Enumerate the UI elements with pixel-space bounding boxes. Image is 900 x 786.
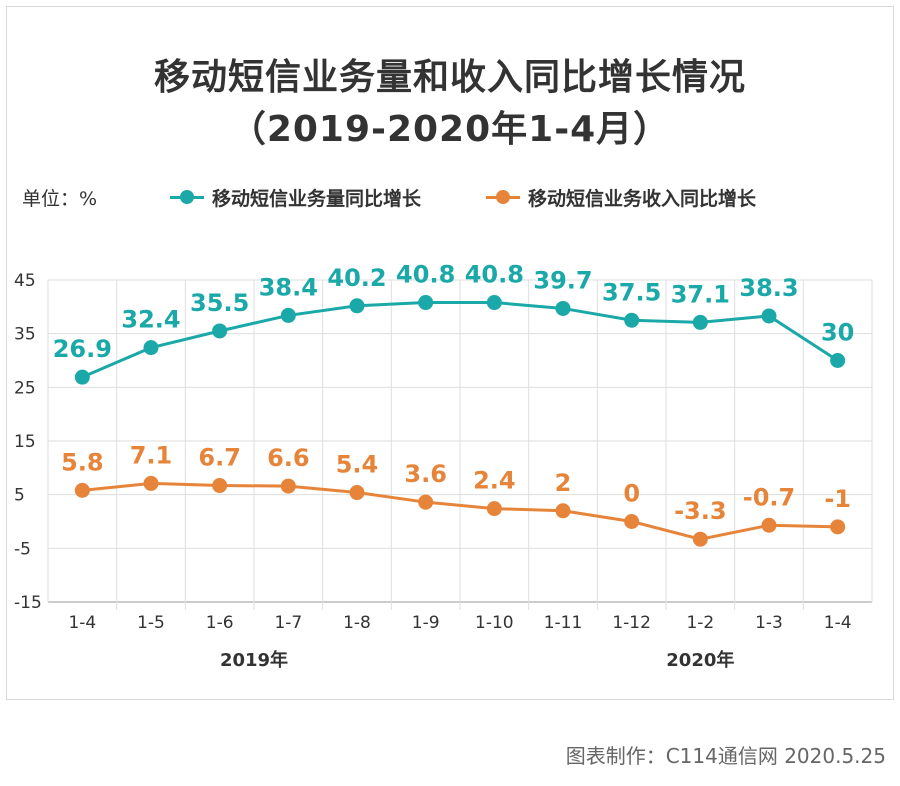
data-point: [486, 295, 502, 311]
y-tick-label: 45: [14, 271, 36, 291]
data-label: 37.1: [671, 280, 730, 308]
data-label: 2.4: [473, 467, 516, 495]
data-point: [280, 478, 296, 494]
x-tick-label: 1-12: [612, 613, 651, 633]
x-tick-label: 1-2: [686, 613, 714, 633]
series-line-2: [82, 481, 838, 541]
data-point: [555, 300, 571, 316]
y-tick-label: 15: [14, 432, 36, 452]
data-label: -1: [824, 485, 851, 513]
data-point: [74, 482, 90, 498]
data-point: [74, 369, 90, 385]
chart-title: 移动短信业务量和收入同比增长情况: [153, 57, 746, 98]
y-tick-label: -5: [14, 539, 31, 559]
legend-label: 移动短信业务收入同比增长: [528, 188, 757, 210]
data-label: 35.5: [190, 289, 249, 317]
data-point: [761, 517, 777, 533]
y-tick-label: -15: [14, 593, 42, 613]
x-tick-label: 1-4: [68, 613, 96, 633]
data-point: [212, 323, 228, 339]
data-point: [418, 494, 434, 510]
data-point: [280, 307, 296, 323]
data-point: [624, 514, 640, 529]
legend-swatch-dot: [180, 190, 194, 204]
data-label: 40.8: [396, 261, 455, 289]
data-label: 0: [623, 480, 640, 508]
data-point: [830, 519, 846, 535]
data-label: 2: [555, 469, 572, 497]
data-point: [830, 353, 846, 368]
x-tick-label: 1-4: [824, 613, 852, 633]
y-tick-label: 35: [14, 325, 36, 345]
x-tick-label: 1-6: [206, 613, 234, 633]
data-point: [143, 340, 159, 356]
data-label: 3.6: [404, 460, 447, 488]
data-label: 6.6: [267, 444, 310, 472]
data-label: 37.5: [602, 278, 661, 306]
data-label: 26.9: [53, 335, 112, 363]
data-point: [143, 475, 159, 491]
year-label-2020: 2020年: [666, 649, 734, 671]
y-tick-label: 25: [14, 378, 36, 398]
data-label: 38.3: [739, 274, 798, 302]
data-point: [692, 531, 708, 547]
credit-text: 图表制作：C114通信网 2020.5.25: [565, 744, 886, 768]
unit-label: 单位：%: [22, 188, 98, 210]
x-tick-label: 1-10: [475, 613, 514, 633]
data-point: [349, 298, 365, 314]
legend-swatch-dot: [496, 190, 510, 204]
data-point: [486, 501, 502, 517]
data-label: 5.4: [336, 451, 379, 479]
x-tick-label: 1-3: [755, 613, 783, 633]
data-label: 38.4: [259, 273, 318, 301]
x-tick-label: 1-5: [137, 613, 165, 633]
data-label: 32.4: [121, 306, 180, 334]
data-label: -0.7: [743, 483, 795, 511]
x-tick-label: 1-9: [412, 613, 440, 633]
x-tick-label: 1-11: [544, 613, 583, 633]
data-label: 40.2: [327, 264, 386, 292]
data-label: 30: [821, 319, 854, 347]
legend-label: 移动短信业务量同比增长: [212, 188, 422, 210]
data-point: [555, 503, 571, 519]
data-point: [624, 312, 640, 328]
data-label: -3.3: [674, 497, 726, 525]
data-point: [418, 295, 434, 311]
data-point: [761, 308, 777, 324]
data-point: [349, 485, 365, 501]
data-label: 5.8: [61, 448, 104, 476]
data-point: [692, 314, 708, 330]
x-tick-label: 1-8: [343, 613, 371, 633]
data-label: 6.7: [198, 444, 241, 472]
year-label-2019: 2019年: [220, 649, 288, 671]
chart-subtitle: （2019-2020年1-4月）: [229, 109, 671, 150]
data-label: 7.1: [130, 441, 173, 469]
data-point: [212, 478, 228, 494]
data-label: 39.7: [533, 266, 592, 294]
data-label: 40.8: [465, 261, 524, 289]
y-tick-label: 5: [14, 486, 25, 506]
series-line-1: [81, 301, 839, 379]
x-tick-label: 1-7: [274, 613, 302, 633]
